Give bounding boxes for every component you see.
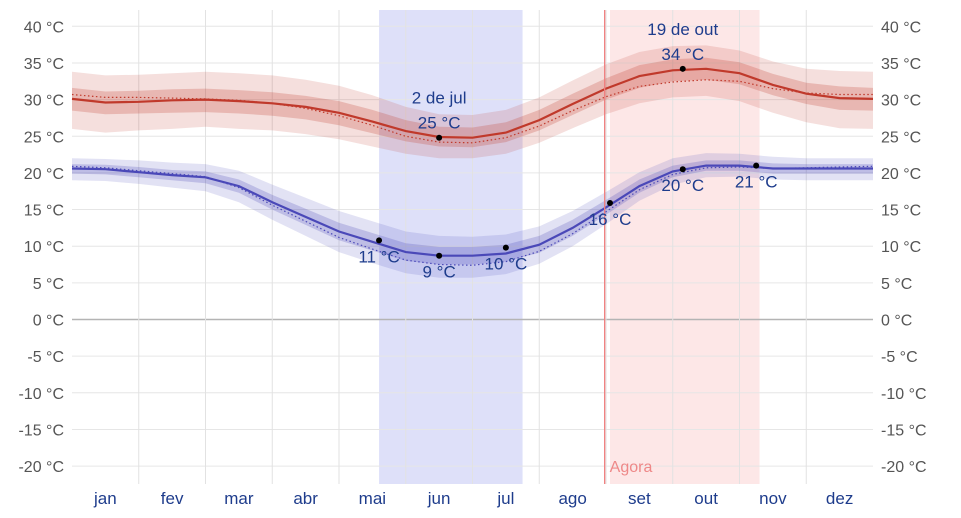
y-tick-right-5: 15 °C (881, 203, 921, 220)
month-label-jun: jun (427, 489, 451, 508)
y-tick-left-10: -10 °C (18, 386, 64, 403)
y-tick-right-0: 40 °C (881, 19, 921, 36)
grid-lines (72, 10, 873, 484)
annotation-value-2: 11 °C (358, 247, 399, 266)
y-tick-right-7: 5 °C (881, 276, 912, 293)
y-tick-right-3: 25 °C (881, 129, 921, 146)
month-label-jul: jul (496, 489, 514, 508)
x-axis: jan fev mar abr mai jun jul ago set out nov dez (93, 489, 853, 508)
month-label-abr: abr (293, 489, 318, 508)
high-mean-line (71, 67, 874, 139)
low-dotted-line (71, 165, 874, 266)
now-marker: Agora (604, 10, 653, 484)
y-tick-left-8: 0 °C (33, 313, 64, 330)
annotation-value-5: 16 °C (589, 210, 632, 229)
high-band-inner (72, 57, 873, 148)
annotations: 25 °C 2 de jul 34 °C 19 de out 11 °C 9 °C 10 °… (358, 20, 777, 282)
y-tick-right-8: 0 °C (881, 313, 912, 330)
annotation-point-7 (753, 162, 760, 169)
y-tick-right-6: 10 °C (881, 239, 921, 256)
y-tick-left-1: 35 °C (24, 56, 64, 73)
annotation-date-1: 19 de out (647, 20, 718, 39)
annotation-value-4: 10 °C (485, 255, 528, 274)
temperature-bands (72, 45, 873, 278)
y-tick-left-9: -5 °C (27, 349, 64, 366)
high-band-outer (72, 45, 873, 159)
y-tick-left-2: 30 °C (24, 93, 64, 110)
y-tick-right-1: 35 °C (881, 56, 921, 73)
month-label-jan: jan (93, 489, 117, 508)
annotation-point-6 (679, 166, 686, 173)
highlight-period-1 (610, 10, 760, 484)
y-tick-right-9: -5 °C (881, 349, 918, 366)
annotation-value-6: 20 °C (661, 176, 704, 195)
y-tick-left-12: -20 °C (18, 459, 64, 476)
y-tick-right-11: -15 °C (881, 422, 927, 439)
month-label-ago: ago (558, 489, 586, 508)
month-label-fev: fev (161, 489, 184, 508)
now-label: Agora (610, 459, 653, 476)
y-tick-left-11: -15 °C (18, 422, 64, 439)
y-axis-right: 40 °C 35 °C 30 °C 25 °C 20 °C 15 °C 10 °C 5 °C 0… (881, 19, 927, 476)
annotation-value-7: 21 °C (735, 173, 778, 192)
y-tick-right-2: 30 °C (881, 93, 921, 110)
temperature-lines (71, 67, 874, 266)
month-label-out: out (694, 489, 718, 508)
y-tick-right-4: 20 °C (881, 166, 921, 183)
annotation-date-0: 2 de jul (412, 89, 467, 108)
month-label-dez: dez (826, 489, 853, 508)
highlight-periods (379, 10, 760, 484)
month-label-mar: mar (224, 489, 254, 508)
annotation-value-0: 25 °C (418, 114, 461, 133)
highlight-period-0 (379, 10, 523, 484)
annotation-point-1 (679, 65, 686, 72)
annotation-point-5 (607, 199, 614, 206)
y-tick-left-3: 25 °C (24, 129, 64, 146)
month-label-nov: nov (759, 489, 787, 508)
annotation-point-4 (502, 244, 509, 251)
low-mean-line (71, 164, 873, 257)
annotation-point-2 (376, 237, 383, 244)
month-label-mai: mai (359, 489, 386, 508)
low-band-inner (72, 160, 873, 265)
low-band-outer (72, 153, 873, 278)
y-tick-right-10: -10 °C (881, 386, 927, 403)
annotation-value-1: 34 °C (661, 45, 704, 64)
y-tick-left-5: 15 °C (24, 203, 64, 220)
y-tick-left-7: 5 °C (33, 276, 64, 293)
annotation-point-0 (436, 134, 443, 141)
annotation-value-3: 9 °C (422, 263, 455, 282)
y-tick-left-6: 10 °C (24, 239, 64, 256)
y-axis-left: 40 °C 35 °C 30 °C 25 °C 20 °C 15 °C 10 °C 5 °C 0… (18, 19, 64, 476)
y-tick-right-12: -20 °C (881, 459, 927, 476)
y-tick-left-4: 20 °C (24, 166, 64, 183)
annotation-point-3 (436, 252, 443, 259)
month-label-set: set (628, 489, 651, 508)
y-tick-left-0: 40 °C (24, 19, 64, 36)
